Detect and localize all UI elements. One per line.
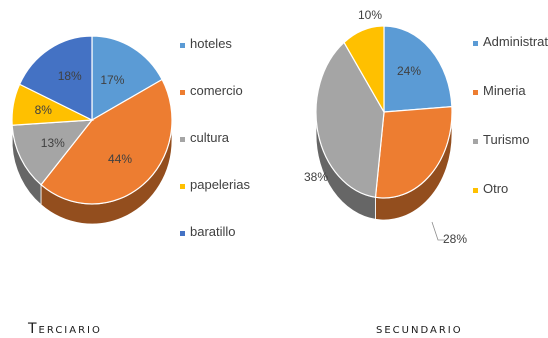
pie-0-label-baratillo: 18% — [58, 69, 82, 83]
legend-0-label-comercio: comercio — [190, 83, 243, 98]
pie-1-label-otro: 10% — [358, 8, 382, 22]
pie-1-label-mineria: 28% — [443, 232, 467, 246]
legend-0-swatch-papelerias — [180, 184, 185, 189]
legend-0-swatch-comercio — [180, 90, 185, 95]
pie-0-slice-baratillo — [18, 35, 93, 121]
pie-0-slice-cultura — [11, 119, 94, 186]
pie-1-slice-mineria — [374, 105, 453, 199]
legend-0-label-papelerias: papelerias — [190, 177, 250, 192]
pie-1-slice-administrativo — [383, 25, 453, 113]
legend-terciario: hoteles comercio cultura papelerias baratill… — [180, 36, 250, 239]
legend-0-swatch-hoteles — [180, 43, 185, 48]
pie-0-label-papelerias: 8% — [35, 103, 53, 117]
pie-chart-terciario: 17% 44% 13% 8% 18% — [11, 35, 173, 225]
legend-0-label-hoteles: hoteles — [190, 36, 232, 51]
legend-1-swatch-mineria — [473, 90, 478, 95]
legend-1-label-mineria: Mineria — [483, 83, 526, 98]
pie-0-label-comercio: 44% — [108, 152, 132, 166]
caption-terciario-text: Terciario — [27, 321, 102, 337]
legend-0-swatch-baratillo — [180, 231, 185, 236]
pie-chart-secundario: 24% 28% 38% 10% — [304, 8, 467, 246]
legend-1-swatch-otro — [473, 188, 478, 193]
legend-1-label-turismo: Turismo — [483, 132, 529, 147]
legend-1-swatch-administrativo — [473, 41, 478, 46]
legend-1-label-otro: Otro — [483, 181, 508, 196]
pie-0-label-cultura: 13% — [41, 136, 65, 150]
legend-secundario: Administrativo Mineria Turismo Otro — [473, 34, 548, 196]
caption-terciario: Terciario — [27, 321, 102, 337]
legend-0-label-baratillo: baratillo — [190, 224, 236, 239]
legend-0-swatch-cultura — [180, 137, 185, 142]
pie-1-label-administrativo: 24% — [397, 64, 421, 78]
pie-1-slice-otro — [343, 25, 385, 115]
pie-0-label-hoteles: 17% — [100, 73, 124, 87]
legend-1-swatch-turismo — [473, 139, 478, 144]
legend-0-label-cultura: cultura — [190, 130, 230, 145]
pie-1-leader-mineria — [431, 221, 445, 241]
caption-secundario-text: secundario — [376, 321, 463, 337]
caption-secundario: secundario — [376, 321, 463, 337]
pie-1-slice-turismo — [315, 41, 385, 199]
pie-0-slice-hoteles — [91, 35, 163, 122]
pie-1-label-turismo: 38% — [304, 170, 328, 184]
legend-1-label-administrativo: Administrativo — [483, 34, 548, 49]
pie-0-slice-comercio — [40, 78, 173, 205]
